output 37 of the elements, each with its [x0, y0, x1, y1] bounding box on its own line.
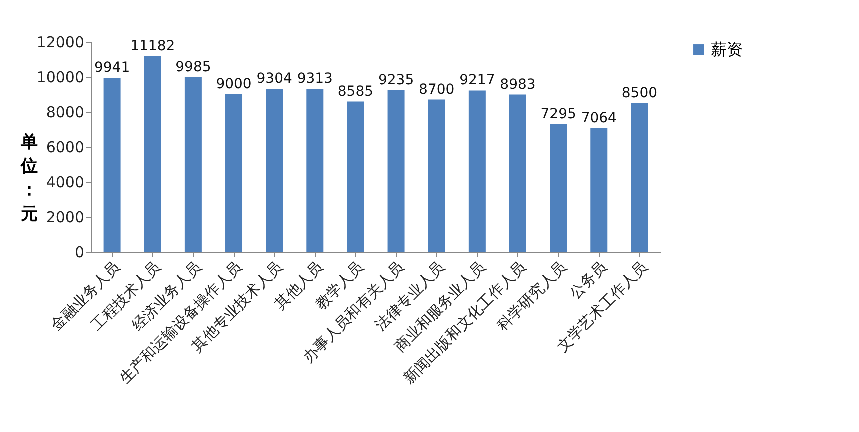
- y-tick-label: 2000: [46, 208, 84, 226]
- y-tick-label: 12000: [36, 34, 84, 52]
- y-tick-label: 8000: [46, 104, 84, 122]
- bar: [306, 89, 324, 252]
- data-label: 9304: [256, 71, 292, 88]
- bar: [347, 102, 364, 252]
- bar: [144, 56, 162, 252]
- data-label: 8500: [622, 85, 658, 102]
- y-tick-label: 4000: [46, 174, 84, 192]
- bar: [184, 77, 202, 252]
- data-label: 9217: [460, 72, 496, 89]
- data-label: 7295: [540, 106, 576, 122]
- data-label: 9313: [297, 71, 333, 88]
- data-label: 9941: [94, 60, 130, 76]
- y-tick-label: 6000: [46, 138, 84, 156]
- y-tick-label: 10000: [36, 68, 84, 86]
- y-tick-label: 0: [74, 244, 84, 262]
- bar: [631, 103, 648, 252]
- data-label: 8983: [500, 76, 536, 93]
- data-label: 8585: [338, 84, 374, 100]
- data-label: 9235: [378, 72, 414, 88]
- y-axis-title: 单位：元: [20, 132, 38, 224]
- bar: [550, 124, 568, 252]
- bar: [226, 94, 243, 252]
- data-label: 9000: [216, 76, 252, 92]
- bar: [266, 89, 284, 252]
- bar: [428, 100, 446, 252]
- bar: [468, 90, 486, 252]
- legend-label: 薪资: [711, 40, 743, 59]
- data-label: 8700: [419, 82, 455, 98]
- data-label: 11182: [130, 38, 176, 54]
- bar: [509, 94, 526, 252]
- bar: [388, 90, 405, 252]
- bar: [104, 78, 121, 252]
- data-label: 9985: [176, 59, 212, 76]
- bar: [590, 128, 608, 252]
- data-label: 7064: [581, 110, 618, 126]
